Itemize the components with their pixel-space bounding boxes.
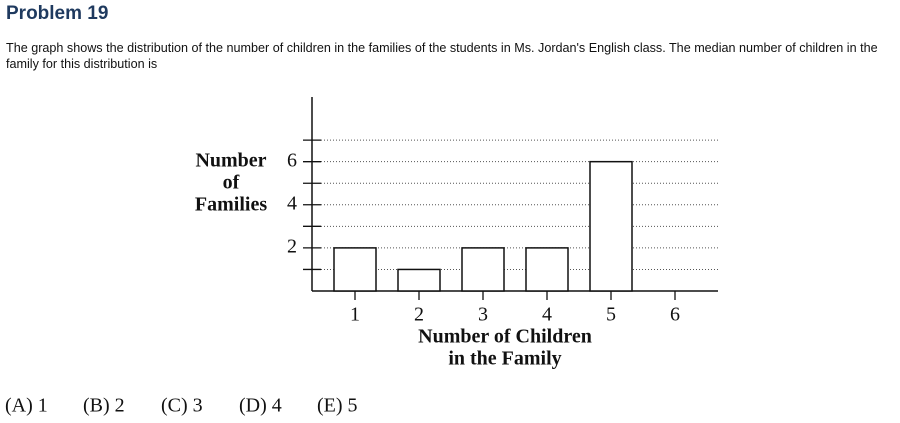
y-axis-label: of xyxy=(223,171,240,193)
bar xyxy=(397,268,441,292)
x-axis-label: in the Family xyxy=(448,348,561,370)
bar xyxy=(333,247,377,292)
y-tick-label: 2 xyxy=(287,235,297,257)
answer-choice: (B) 2 xyxy=(83,395,125,417)
answer-choice: (D) 4 xyxy=(239,395,282,417)
x-axis-label: Number of Children xyxy=(418,326,592,348)
y-tick-label: 6 xyxy=(287,149,297,171)
bar xyxy=(589,160,633,292)
x-tick-label: 2 xyxy=(414,304,424,326)
problem-title: Problem 19 xyxy=(6,3,109,24)
problem-text: The graph shows the distribution of the … xyxy=(6,41,878,71)
x-tick-label: 4 xyxy=(542,304,552,326)
y-tick-label: 4 xyxy=(287,192,297,214)
answer-choice: (C) 3 xyxy=(161,395,203,417)
bar xyxy=(525,247,569,292)
x-tick-label: 6 xyxy=(670,304,680,326)
x-tick-label: 1 xyxy=(350,304,360,326)
answer-choice: (A) 1 xyxy=(5,395,48,417)
y-axis-label: Families xyxy=(195,193,267,215)
y-axis-label: Number xyxy=(195,149,266,171)
answer-choice: (E) 5 xyxy=(317,395,358,417)
bar xyxy=(461,247,505,292)
x-tick-label: 5 xyxy=(606,304,616,326)
x-tick-label: 3 xyxy=(478,304,488,326)
